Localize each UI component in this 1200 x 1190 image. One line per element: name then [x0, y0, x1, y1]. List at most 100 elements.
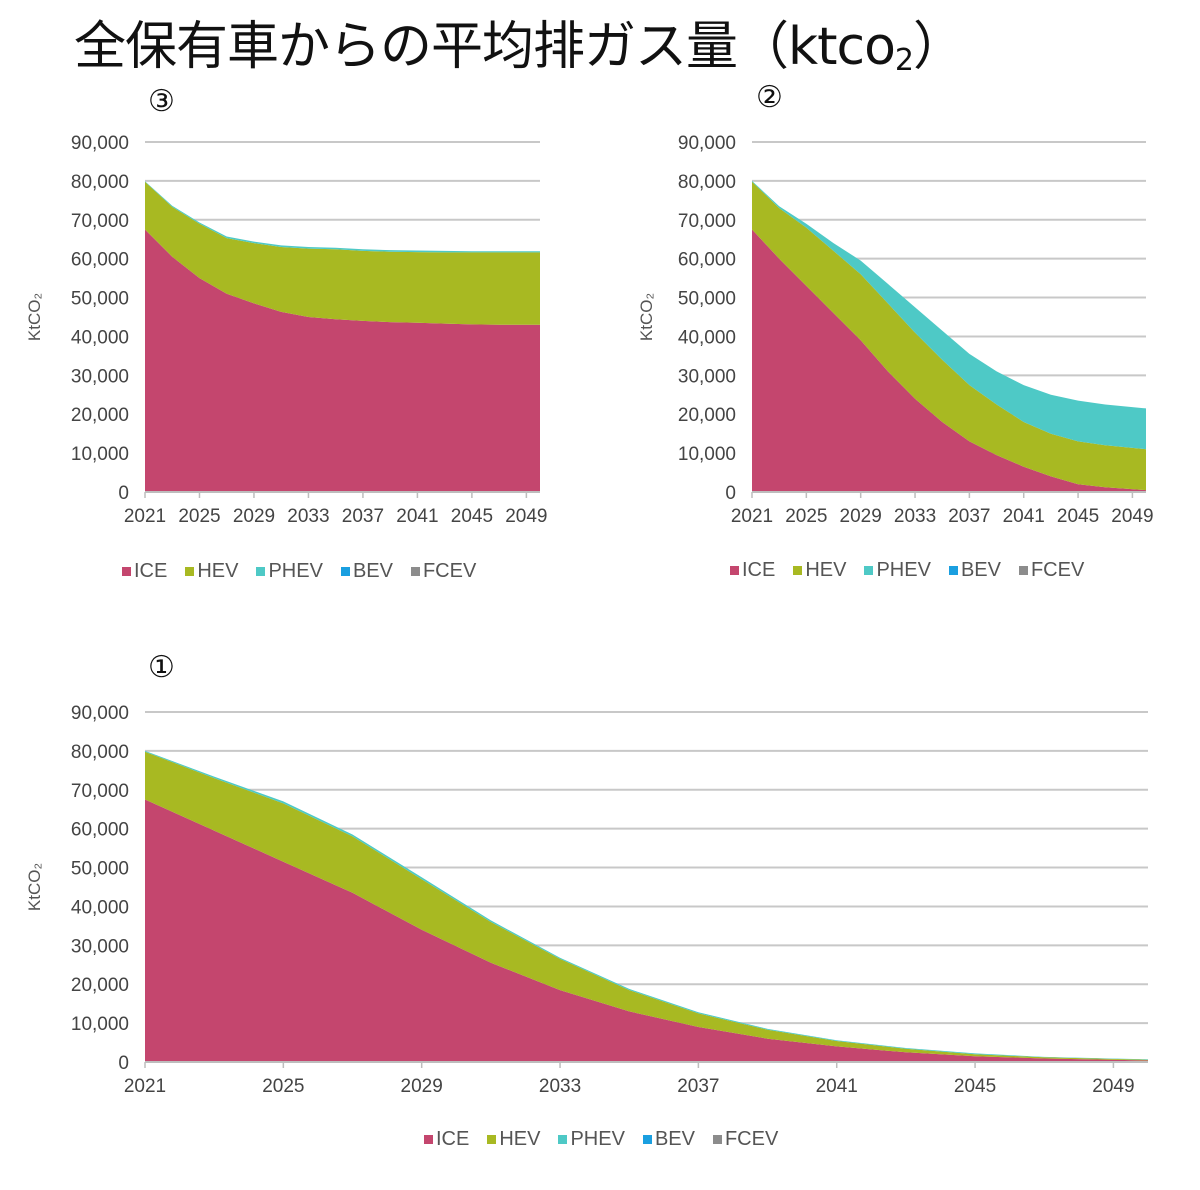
x-tick-label: 2049 [505, 506, 547, 527]
legend-swatch [185, 567, 195, 576]
y-tick-label: 0 [118, 483, 129, 504]
y-tick-label: 40,000 [71, 327, 129, 348]
legend-label: ICE [436, 1128, 470, 1150]
legend-label: BEV [654, 1128, 695, 1150]
legend-label: FCEV [1030, 559, 1085, 581]
x-tick-label: 2025 [785, 506, 827, 527]
y-tick-label: 0 [725, 483, 736, 504]
legend-item-bev: BEV [642, 1128, 695, 1151]
x-tick-label: 2037 [677, 1076, 719, 1097]
x-tick-label: 2021 [124, 506, 166, 527]
y-tick-label: 50,000 [71, 289, 129, 310]
y-tick-label: 70,000 [71, 211, 129, 232]
legend-item-fcev: FCEV [712, 1128, 778, 1151]
x-tick-label: 2029 [401, 1076, 443, 1097]
legend-scenario-1: ICE HEV PHEV BEV FCEV [424, 1128, 778, 1151]
legend-item-ice: ICE [424, 1128, 469, 1151]
legend-scenario-2: ICE HEV PHEV BEV FCEV [730, 559, 1084, 582]
legend-item-fcev: FCEV [1018, 559, 1085, 582]
y-axis-label: KtCO₂ [637, 293, 656, 341]
legend-item-hev: HEV [487, 1128, 540, 1151]
y-tick-label: 10,000 [71, 1014, 129, 1035]
x-tick-label: 2045 [451, 506, 493, 527]
y-tick-label: 20,000 [71, 975, 129, 996]
legend-label: FCEV [422, 560, 477, 582]
x-tick-label: 2037 [948, 506, 990, 527]
y-tick-label: 40,000 [678, 327, 736, 348]
x-tick-label: 2045 [1057, 506, 1099, 527]
x-tick-label: 2033 [894, 506, 936, 527]
x-tick-label: 2033 [539, 1076, 581, 1097]
legend-swatch [864, 566, 874, 575]
legend-item-bev: BEV [948, 559, 1001, 582]
legend-item-phev: PHEV [558, 1128, 625, 1151]
x-tick-label: 2029 [233, 506, 275, 527]
y-tick-label: 20,000 [678, 405, 736, 426]
legend-label: BEV [352, 560, 393, 582]
legend-label: PHEV [268, 560, 323, 582]
x-tick-label: 2037 [342, 506, 384, 527]
area-phev [752, 180, 1146, 450]
legend-label: HEV [805, 559, 847, 581]
x-tick-label: 2025 [178, 506, 220, 527]
y-tick-label: 30,000 [71, 366, 129, 387]
y-tick-label: 40,000 [71, 897, 129, 918]
legend-label: PHEV [570, 1128, 625, 1150]
legend-item-phev: PHEV [864, 559, 931, 582]
y-tick-label: 50,000 [71, 859, 129, 880]
chart-scenario-2: 0 10,000 20,000 30,000 40,000 50,000 60,000 70,… [637, 133, 1154, 527]
area-hev [752, 181, 1146, 491]
legend-swatch [730, 566, 739, 575]
y-tick-label: 0 [118, 1053, 129, 1074]
y-tick-label: 80,000 [678, 172, 736, 193]
legend-swatch [487, 1135, 497, 1144]
legend-item-ice: ICE [730, 559, 775, 582]
x-tick-label: 2021 [731, 506, 773, 527]
legend-label: ICE [134, 560, 168, 582]
area-ice [752, 229, 1146, 492]
legend-swatch [256, 567, 266, 576]
legend-swatch [948, 566, 958, 575]
title-close: ） [913, 17, 965, 77]
x-tick-label: 2041 [396, 506, 438, 527]
y-tick-label: 10,000 [678, 444, 736, 465]
y-tick-label: 80,000 [71, 742, 129, 763]
x-tick-label: 2049 [1092, 1076, 1134, 1097]
x-tick-label: 2021 [124, 1076, 166, 1097]
legend-label: ICE [742, 559, 776, 581]
area-ice [145, 229, 540, 492]
legend-label: HEV [197, 560, 239, 582]
x-tick-label: 2041 [1003, 506, 1045, 527]
legend-label: BEV [960, 559, 1001, 581]
y-tick-label: 50,000 [678, 289, 736, 310]
title-text: 全保有車からの平均排ガス量（ktco [74, 17, 896, 77]
legend-scenario-3: ICE HEV PHEV BEV FCEV [122, 560, 476, 583]
y-axis-label: KtCO₂ [25, 293, 44, 341]
legend-swatch [558, 1135, 568, 1144]
legend-label: PHEV [876, 559, 931, 581]
legend-swatch [712, 1135, 722, 1144]
area-hev [145, 181, 540, 325]
y-tick-label: 90,000 [71, 703, 129, 724]
y-tick-label: 30,000 [71, 936, 129, 957]
y-tick-label: 70,000 [71, 781, 129, 802]
legend-swatch [410, 567, 420, 576]
area-ice [145, 799, 1148, 1062]
legend-swatch [122, 567, 131, 576]
y-tick-label: 60,000 [678, 250, 736, 271]
title-subscript: 2 [894, 43, 914, 78]
y-tick-label: 90,000 [71, 133, 129, 154]
legend-item-bev: BEV [340, 560, 393, 583]
y-tick-label: 60,000 [71, 250, 129, 271]
panel-label-3: ③ [148, 84, 175, 119]
legend-swatch [642, 1135, 652, 1144]
x-tick-label: 2033 [287, 506, 329, 527]
x-tick-label: 2041 [816, 1076, 858, 1097]
x-tick-label: 2045 [954, 1076, 996, 1097]
x-tick-label: 2029 [840, 506, 882, 527]
y-tick-label: 80,000 [71, 172, 129, 193]
y-tick-label: 10,000 [71, 444, 129, 465]
chart-scenario-3: 0 10,000 20,000 30,000 40,000 50,000 60,000 70,… [25, 133, 548, 527]
legend-item-phev: PHEV [256, 560, 323, 583]
